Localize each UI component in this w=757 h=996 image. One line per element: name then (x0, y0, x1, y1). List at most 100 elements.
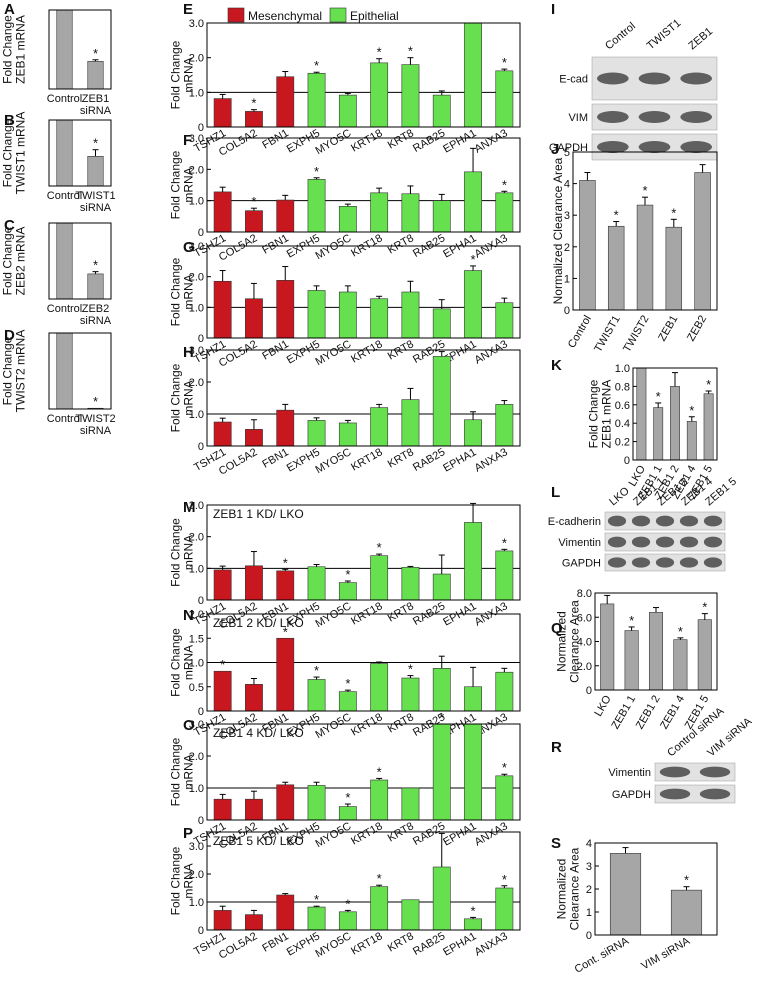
blot-lane-label: TWIST1 (645, 17, 684, 52)
bar (694, 172, 711, 311)
bar (703, 393, 714, 461)
error-bar (92, 59, 99, 62)
bar (401, 899, 420, 931)
x-tick-label: KRT8 (386, 600, 416, 624)
plot-frame (572, 151, 718, 311)
y-tick-label: 0 (624, 455, 630, 467)
blot-band (638, 72, 671, 85)
x-tick-label: ANXA3 (473, 930, 510, 958)
blot-band (638, 141, 671, 153)
y-tick-label: 4 (564, 179, 570, 191)
bar (370, 192, 389, 233)
bar (338, 206, 357, 233)
y-tick-label: 1.0 (615, 363, 630, 375)
error-bar (282, 194, 289, 201)
y-tick-label: 2 (586, 884, 592, 896)
blot-band (703, 536, 723, 548)
significance-marker: * (314, 58, 319, 73)
y-tick-label: 1.0 (189, 897, 204, 909)
error-bar (313, 564, 320, 567)
significance-marker: * (671, 205, 676, 220)
error-bar (470, 411, 477, 420)
significance-marker: * (220, 657, 225, 672)
x-tick-label: KRT8 (386, 930, 416, 954)
y-tick-label: 3.0 (189, 500, 204, 512)
error-bar (92, 149, 99, 157)
bar (307, 290, 326, 339)
bar (401, 291, 420, 339)
error-bar (313, 676, 320, 680)
error-bar (501, 885, 508, 888)
error-bar (376, 187, 383, 193)
bar (464, 419, 482, 447)
error-bar (344, 803, 351, 807)
plot-frame (206, 22, 521, 128)
error-bar (219, 93, 226, 99)
blot-band (631, 536, 651, 548)
error-bar (655, 402, 662, 408)
bar (213, 280, 232, 339)
y-tick-label: 4 (586, 838, 592, 850)
error-bar (604, 594, 611, 604)
x-tick-label: KRT8 (386, 711, 416, 735)
error-bar (501, 400, 508, 405)
x-tick-label: Cont. siRNA (573, 935, 632, 976)
x-tick-label: MYO5C (313, 820, 353, 850)
error-bar (344, 689, 351, 692)
y-tick-label: 3.0 (189, 719, 204, 731)
panel-label: O (183, 717, 195, 734)
error-bar (282, 781, 289, 785)
panel-label: D (4, 327, 15, 344)
significance-marker: * (408, 662, 413, 677)
bar (307, 679, 326, 712)
significance-marker: * (684, 873, 689, 888)
bar (401, 399, 420, 447)
blot-band (703, 515, 723, 527)
x-tick-label: MYO5C (313, 600, 353, 630)
bar (56, 9, 73, 90)
bar (636, 204, 654, 311)
error-bar (407, 565, 414, 568)
bar (87, 61, 104, 90)
x-tick-label: RAB25 (411, 930, 447, 958)
error-bar (250, 419, 257, 430)
error-bar (250, 909, 257, 915)
x-tick-label: MYO5C (313, 232, 353, 262)
panel-label: L (551, 484, 560, 501)
y-axis-label: Normalized Clearance Area (551, 157, 565, 304)
error-bar (344, 580, 351, 583)
y-tick-label: 3.0 (189, 841, 204, 853)
bar (401, 64, 420, 128)
bar (670, 386, 680, 461)
bar (307, 72, 326, 128)
bar (653, 407, 664, 461)
bar (276, 76, 295, 128)
panel-label: K (551, 357, 562, 374)
significance-marker: * (251, 96, 256, 111)
bar (665, 226, 683, 311)
panel-label: R (551, 739, 562, 756)
y-tick-label: 1.0 (189, 563, 204, 575)
bar (87, 273, 104, 300)
error-bar (501, 548, 508, 551)
bar (432, 308, 451, 339)
error-bar (313, 285, 320, 291)
bar (495, 70, 514, 128)
error-bar (313, 905, 320, 908)
error-bar (438, 299, 445, 309)
significance-marker: * (502, 760, 507, 775)
blot-band (679, 536, 699, 548)
error-bar (470, 265, 477, 271)
y-tick-label: 8.0 (577, 588, 592, 600)
y-tick-label: 1 (586, 907, 592, 919)
bar (307, 566, 326, 601)
error-bar (344, 92, 351, 96)
bar (307, 179, 326, 233)
bar (670, 889, 703, 936)
blot-band (655, 515, 675, 527)
y-tick-label: 2.0 (189, 609, 204, 621)
y-tick-label: 4.0 (577, 637, 592, 649)
bar (495, 550, 514, 601)
significance-marker: * (502, 55, 507, 70)
bar (370, 555, 389, 601)
